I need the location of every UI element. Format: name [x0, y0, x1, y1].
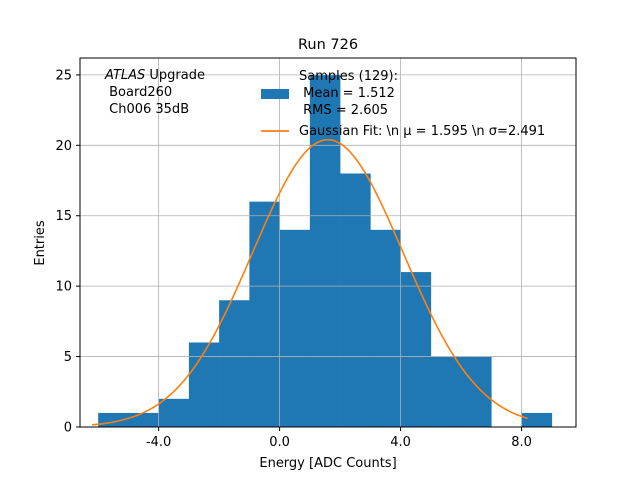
chart-title: Run 726: [298, 37, 358, 53]
x-axis-label: Energy [ADC Counts]: [259, 456, 396, 471]
legend: Samples (129): Mean = 1.512 RMS = 2.605 …: [261, 69, 545, 139]
y-tick-label-3: 15: [55, 209, 72, 224]
histogram-bar-1: [128, 412, 159, 427]
histogram-bar-11: [430, 356, 462, 427]
annotation-atlas-italic: ATLAS: [104, 68, 145, 83]
svg-text:ATLAS Upgrade: ATLAS Upgrade: [104, 68, 205, 83]
histogram-bar-8: [340, 173, 371, 427]
y-tick-label-1: 5: [64, 350, 72, 365]
legend-fit-label: Gaussian Fit: \n μ = 1.595 \n σ=2.491: [299, 124, 545, 139]
histogram-bar-3: [188, 342, 220, 427]
histogram-bar-9: [370, 229, 401, 427]
histogram-bar-5: [249, 201, 280, 427]
y-tick-label-0: 0: [64, 421, 72, 436]
histogram-bar-4: [219, 300, 250, 427]
x-tick-label-2: 4.0: [390, 435, 411, 450]
histogram-bar-12: [461, 356, 492, 427]
legend-histogram-swatch: [261, 89, 289, 99]
gaussian-fit-curve: [92, 138, 528, 426]
x-tick-label-1: 0.0: [269, 435, 290, 450]
axis-ticks: -4.0 0.0 4.0 8.0 0 5 10 15 20 25: [55, 68, 531, 450]
y-tick-label-4: 20: [55, 139, 72, 154]
histogram-bar-14: [521, 412, 553, 427]
x-tick-label-0: -4.0: [146, 435, 171, 450]
legend-mean-line: Mean = 1.512: [299, 86, 395, 101]
x-tick-label-3: 8.0: [511, 435, 532, 450]
y-axis-label: Entries: [33, 220, 48, 266]
histogram-bar-6: [279, 229, 311, 427]
histogram-bar-2: [158, 398, 190, 427]
legend-rms-line: RMS = 2.605: [299, 103, 388, 118]
plot-frame: [79, 57, 577, 428]
legend-samples-line: Samples (129):: [299, 69, 398, 84]
atlas-annotation: ATLAS Upgrade Board260 Ch006 35dB: [104, 68, 205, 117]
annotation-channel: Ch006 35dB: [105, 102, 189, 117]
histogram-bar-10: [400, 272, 432, 427]
y-tick-label-5: 25: [55, 68, 72, 83]
y-tick-label-2: 10: [55, 280, 72, 295]
annotation-board: Board260: [105, 85, 172, 100]
histogram-bar-7: [309, 74, 341, 428]
annotation-upgrade: Upgrade: [145, 68, 205, 83]
